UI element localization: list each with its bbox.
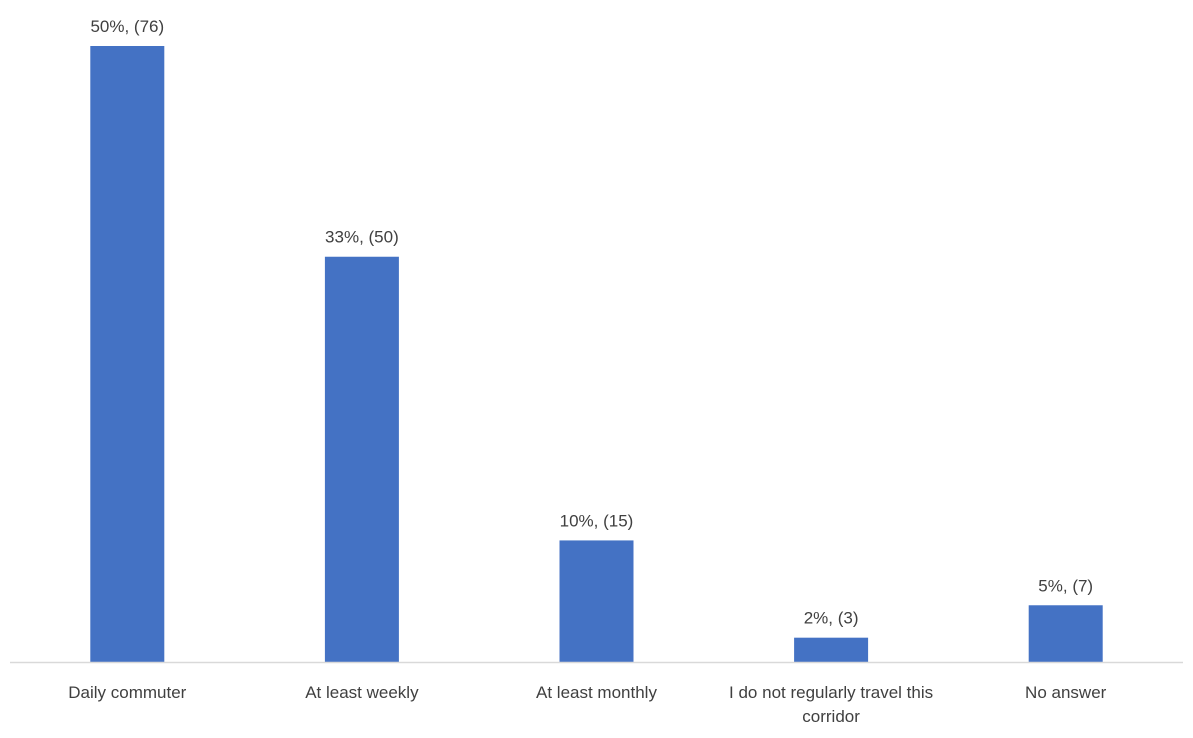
bar	[324, 256, 399, 662]
x-tick-label: No answer	[1025, 683, 1107, 702]
value-label: 5%, (7)	[1038, 576, 1093, 595]
x-tick-label: Daily commuter	[68, 683, 187, 702]
bar	[559, 540, 634, 662]
bar	[1028, 605, 1103, 662]
bar	[794, 637, 869, 662]
value-label: 50%, (76)	[90, 17, 164, 36]
bar	[90, 46, 165, 662]
x-tick-label: At least weekly	[305, 683, 419, 702]
x-tick-label: At least monthly	[536, 683, 657, 702]
value-label: 33%, (50)	[325, 228, 399, 247]
x-tick-label: I do not regularly travel this corridor	[729, 683, 934, 726]
value-label: 10%, (15)	[560, 511, 634, 530]
value-label: 2%, (3)	[804, 609, 859, 628]
